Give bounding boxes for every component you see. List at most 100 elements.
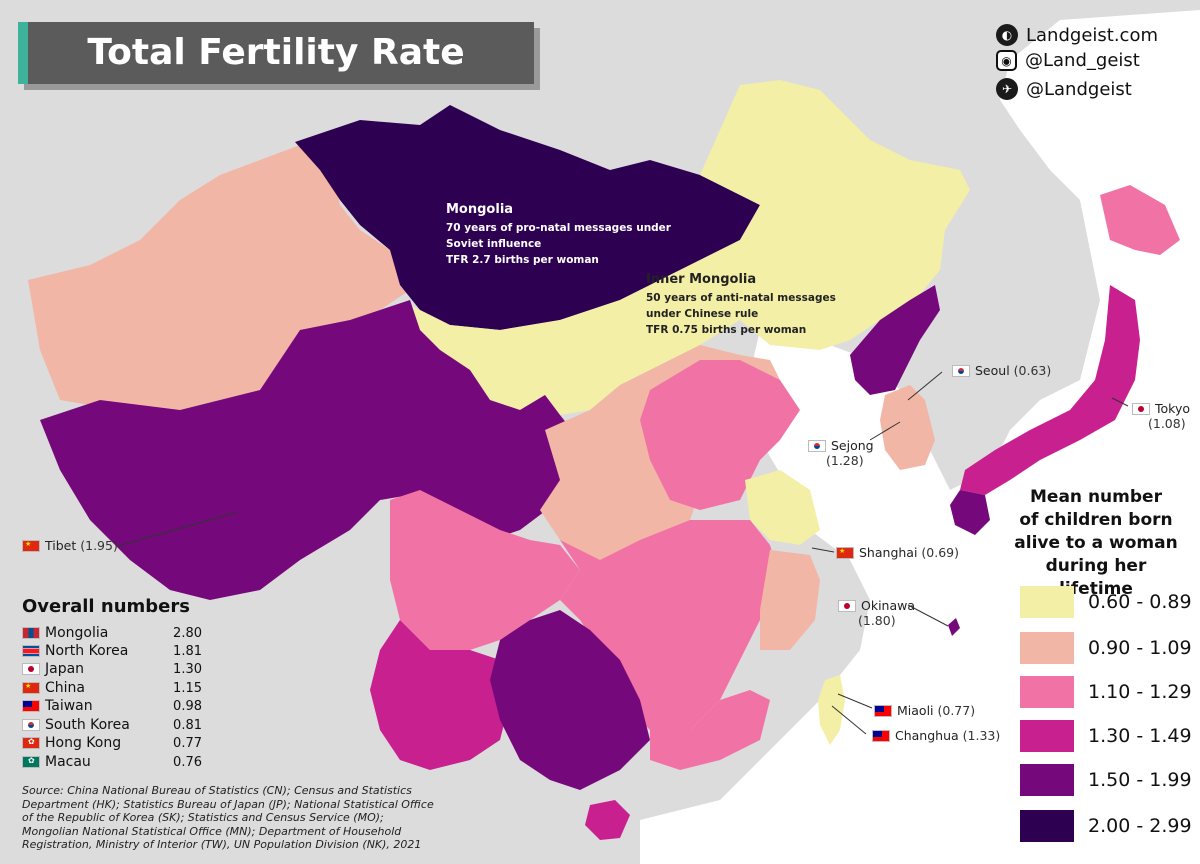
label-seoul-name: Seoul: [975, 363, 1010, 378]
legend-item: 1.10 - 1.29: [1020, 676, 1192, 708]
label-tokyo-name: Tokyo: [1155, 401, 1190, 416]
overall-row: China 1.15: [22, 678, 202, 698]
region-jiangsu: [745, 470, 820, 545]
label-miaoli: Miaoli (0.77): [874, 703, 975, 718]
social-instagram[interactable]: ◉ @Land_geist: [996, 50, 1140, 71]
overall-country: South Korea: [45, 717, 130, 733]
label-okinawa-name: Okinawa: [861, 598, 916, 613]
region-japan-kyushu: [950, 490, 990, 535]
overall-row: South Korea 0.81: [22, 715, 202, 735]
south-korea-flag-icon: [22, 719, 40, 731]
macau-flag-icon: [22, 756, 40, 768]
legend-title-line: during her lifetime: [1045, 556, 1147, 599]
overall-value: 0.81: [173, 717, 202, 733]
note-mongolia-line: TFR 2.7 births per woman: [446, 254, 599, 266]
region-japan-hokkaido: [1100, 185, 1180, 255]
legend-title-line: alive to a woman: [1014, 533, 1178, 553]
legend-swatch: [1020, 586, 1074, 618]
legend-swatch: [1020, 676, 1074, 708]
japan-flag-icon: [22, 663, 40, 675]
leader-tibet: [117, 511, 239, 547]
legend-label: 2.00 - 2.99: [1088, 815, 1192, 837]
legend-label: 1.50 - 1.99: [1088, 769, 1192, 791]
label-okinawa: Okinawa (1.80): [838, 598, 915, 628]
overall-value: 0.76: [173, 754, 202, 770]
overall-value: 2.80: [173, 625, 202, 641]
leader-okinawa: [907, 604, 949, 627]
overall-row: North Korea 1.81: [22, 641, 202, 661]
overall-country: China: [45, 680, 85, 696]
label-seoul: Seoul (0.63): [952, 363, 1051, 378]
label-shanghai-name: Shanghai: [859, 545, 918, 560]
overall-row: Japan 1.30: [22, 659, 202, 679]
japan-flag-icon: [838, 599, 856, 612]
label-sejong: Sejong (1.28): [808, 438, 874, 468]
region-tibet-qinghai: [40, 300, 590, 600]
taiwan-flag-icon: [22, 700, 40, 712]
social-website-text: Landgeist.com: [1026, 24, 1158, 46]
south-korea-flag-icon: [952, 364, 970, 377]
region-central-east: [640, 360, 800, 510]
label-tokyo: Tokyo (1.08): [1132, 401, 1190, 431]
globe-icon: ◐: [996, 24, 1018, 46]
note-inner-mongolia-heading: Inner Mongolia: [646, 272, 757, 287]
hong-kong-flag-icon: [22, 737, 40, 749]
label-tibet: Tibet (1.95): [22, 538, 118, 553]
legend-title-line: Mean number: [1030, 487, 1162, 507]
note-inner-mongolia-line: TFR 0.75 births per woman: [646, 324, 807, 336]
note-inner-mongolia: Inner Mongolia 50 years of anti-natal me…: [646, 272, 846, 338]
leader-shanghai: [811, 547, 835, 553]
north-korea-flag-icon: [22, 645, 40, 657]
overall-value: 0.77: [173, 735, 202, 751]
leader-changhua: [831, 705, 867, 735]
legend-item: 0.60 - 0.89: [1020, 586, 1192, 618]
legend-title: Mean number of children born alive to a …: [1010, 486, 1182, 601]
label-shanghai: Shanghai (0.69): [836, 545, 959, 560]
label-tibet-name: Tibet: [45, 538, 77, 553]
region-sichuan: [390, 490, 580, 650]
legend-item: 1.30 - 1.49: [1020, 720, 1192, 752]
label-shanghai-value: (0.69): [921, 545, 960, 560]
legend-item: 1.50 - 1.99: [1020, 764, 1192, 796]
overall-country: Macau: [45, 754, 91, 770]
label-tibet-value: (1.95): [80, 538, 118, 553]
region-hainan: [585, 800, 630, 840]
overall-country: Taiwan: [45, 698, 93, 714]
title-banner: Total Fertility Rate: [18, 22, 534, 84]
china-flag-icon: [22, 682, 40, 694]
label-miaoli-value: (0.77): [937, 703, 976, 718]
label-changhua: Changhua (1.33): [872, 728, 1000, 743]
overall-value: 1.81: [173, 643, 202, 659]
overall-country: Hong Kong: [45, 735, 122, 751]
region-taiwan: [818, 675, 845, 745]
social-twitter[interactable]: ✈ @Landgeist: [996, 78, 1132, 100]
region-xinjiang: [28, 145, 410, 410]
legend-swatch: [1020, 810, 1074, 842]
china-flag-icon: [22, 539, 40, 552]
overall-value: 1.15: [173, 680, 202, 696]
region-guizhou-guangxi: [490, 610, 650, 790]
legend-swatch: [1020, 764, 1074, 796]
overall-row: Mongolia 2.80: [22, 623, 202, 643]
overall-value: 0.98: [173, 698, 202, 714]
region-guangdong: [650, 690, 770, 770]
japan-flag-icon: [1132, 402, 1150, 415]
region-zhejiang-fujian: [760, 550, 820, 650]
source-text: Source: China National Bureau of Statist…: [22, 784, 434, 851]
legend-label: 1.30 - 1.49: [1088, 725, 1192, 747]
note-inner-mongolia-line: under Chinese rule: [646, 308, 759, 320]
social-twitter-text: @Landgeist: [1026, 78, 1132, 100]
leader-seoul: [907, 371, 943, 401]
label-sejong-value: (1.28): [826, 453, 864, 468]
label-changhua-name: Changhua: [895, 728, 959, 743]
social-website[interactable]: ◐ Landgeist.com: [996, 24, 1158, 46]
taiwan-flag-icon: [872, 729, 890, 742]
leader-miaoli: [837, 693, 873, 709]
note-inner-mongolia-line: 50 years of anti-natal messages: [646, 292, 836, 304]
label-tokyo-value: (1.08): [1148, 416, 1186, 431]
region-yunnan: [370, 620, 510, 770]
china-flag-icon: [836, 546, 854, 559]
region-japan-honshu: [960, 285, 1140, 495]
overall-row: Hong Kong 0.77: [22, 733, 202, 753]
